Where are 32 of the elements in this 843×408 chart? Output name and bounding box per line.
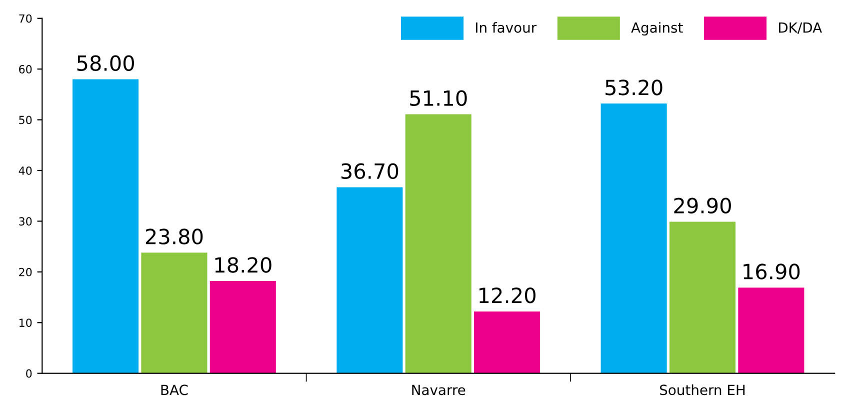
bar — [72, 79, 139, 374]
y-tick-label: 0 — [26, 369, 32, 378]
bar — [405, 114, 472, 374]
data-label: 18.20 — [215, 257, 272, 273]
data-label: 16.90 — [744, 264, 800, 280]
legend-label: Against — [631, 22, 683, 36]
x-tick-label: BAC — [161, 384, 188, 396]
y-tick-label: 50 — [19, 116, 32, 124]
data-label: 29.90 — [674, 198, 731, 214]
bar — [474, 311, 540, 374]
bar — [738, 288, 804, 374]
data-label: 12.20 — [480, 287, 536, 304]
bar — [669, 222, 736, 374]
x-tick-label: Southern EH — [660, 384, 745, 396]
data-label: 53.20 — [606, 80, 662, 96]
data-label: 36.70 — [341, 163, 398, 180]
data-label: 23.80 — [146, 228, 203, 244]
bar — [600, 104, 667, 374]
y-tick-label: 30 — [19, 217, 32, 226]
data-label: 51.10 — [410, 90, 467, 106]
bar — [336, 187, 403, 374]
bar — [141, 252, 208, 374]
legend-label: In favour — [476, 22, 537, 33]
legend-label: DK/DA — [779, 22, 822, 34]
y-tick-label: 40 — [18, 166, 32, 175]
y-tick-label: 20 — [19, 268, 32, 276]
y-tick-label: 70 — [19, 14, 32, 23]
bar — [210, 281, 276, 374]
data-label: 58.00 — [77, 55, 134, 72]
y-tick-label: 10 — [20, 318, 32, 327]
y-tick-label: 60 — [19, 65, 32, 74]
x-tick-label: Navarre — [412, 384, 466, 396]
